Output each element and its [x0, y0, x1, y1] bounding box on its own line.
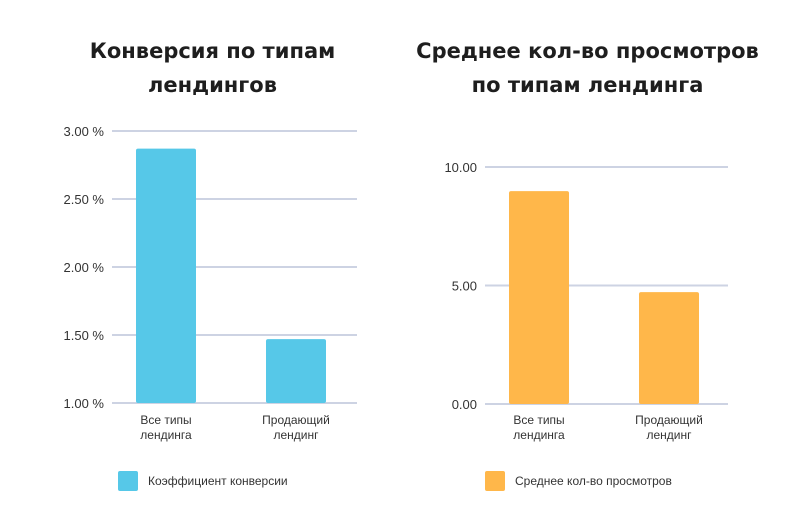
x-category-label-line: лендинг: [273, 428, 319, 442]
y-tick-label: 3.00 %: [64, 124, 105, 139]
chart-title-line: Конверсия по типам: [89, 39, 336, 63]
legend-label: Коэффициент конверсии: [148, 474, 288, 488]
y-tick-label: 2.00 %: [64, 260, 105, 275]
y-tick-label: 0.00: [452, 397, 477, 412]
chart-title-line: по типам лендинга: [471, 73, 704, 97]
chart-title-conversion: Конверсия по типам лендингов: [50, 34, 375, 102]
x-category-label-line: Все типы: [513, 413, 564, 427]
x-category-label-line: Продающий: [262, 413, 330, 427]
x-category-label-line: лендинг: [646, 428, 692, 442]
y-tick-label: 10.00: [444, 160, 477, 175]
legend-label: Среднее кол-во просмотров: [515, 474, 672, 488]
x-category-label-line: Все типы: [140, 413, 191, 427]
x-category-label-line: Продающий: [635, 413, 703, 427]
x-category-label-line: лендинга: [513, 428, 565, 442]
x-category-label: Продающий лендинг: [262, 413, 330, 442]
legend-swatch: [485, 471, 505, 491]
bar: [136, 148, 196, 403]
y-tick-label: 2.50 %: [64, 192, 105, 207]
y-tick-label: 5.00: [452, 279, 477, 294]
conversion-bar-chart: 3.00 %2.50 %2.00 %1.50 %1.00 %Все типы ле…: [64, 124, 357, 442]
legend-views: Среднее кол-во просмотров: [485, 471, 672, 491]
bar: [266, 339, 326, 403]
x-category-label: Продающий лендинг: [635, 413, 703, 442]
y-tick-label: 1.00 %: [64, 396, 105, 411]
chart-title-line: лендингов: [147, 73, 277, 97]
bar: [509, 191, 569, 404]
legend-conversion: Коэффициент конверсии: [118, 471, 288, 491]
legend-swatch: [118, 471, 138, 491]
x-category-label: Все типы лендинга: [140, 413, 192, 442]
x-category-label: Все типы лендинга: [513, 413, 565, 442]
y-tick-label: 1.50 %: [64, 328, 105, 343]
chart-title-views: Среднее кол-во просмотров по типам ленди…: [405, 34, 770, 102]
x-category-label-line: лендинга: [140, 428, 192, 442]
bar: [639, 292, 699, 404]
chart-title-line: Среднее кол-во просмотров: [416, 39, 759, 63]
